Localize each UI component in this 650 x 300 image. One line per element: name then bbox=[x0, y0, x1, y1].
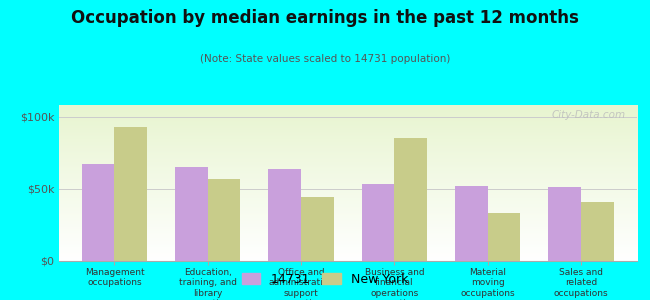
Bar bbox=[488, 213, 521, 261]
Bar bbox=[175, 167, 208, 261]
Bar bbox=[208, 179, 240, 261]
Text: City-Data.com: City-Data.com bbox=[551, 110, 625, 120]
Bar bbox=[581, 202, 614, 261]
Bar bbox=[268, 169, 301, 261]
Bar bbox=[395, 138, 427, 261]
Text: Occupation by median earnings in the past 12 months: Occupation by median earnings in the pas… bbox=[71, 9, 579, 27]
Bar bbox=[82, 164, 114, 261]
Legend: 14731, New York: 14731, New York bbox=[237, 268, 413, 291]
Bar bbox=[114, 127, 147, 261]
Text: (Note: State values scaled to 14731 population): (Note: State values scaled to 14731 popu… bbox=[200, 54, 450, 64]
Bar bbox=[301, 197, 333, 261]
Bar bbox=[362, 184, 395, 261]
Bar bbox=[455, 186, 488, 261]
Bar bbox=[549, 187, 581, 261]
